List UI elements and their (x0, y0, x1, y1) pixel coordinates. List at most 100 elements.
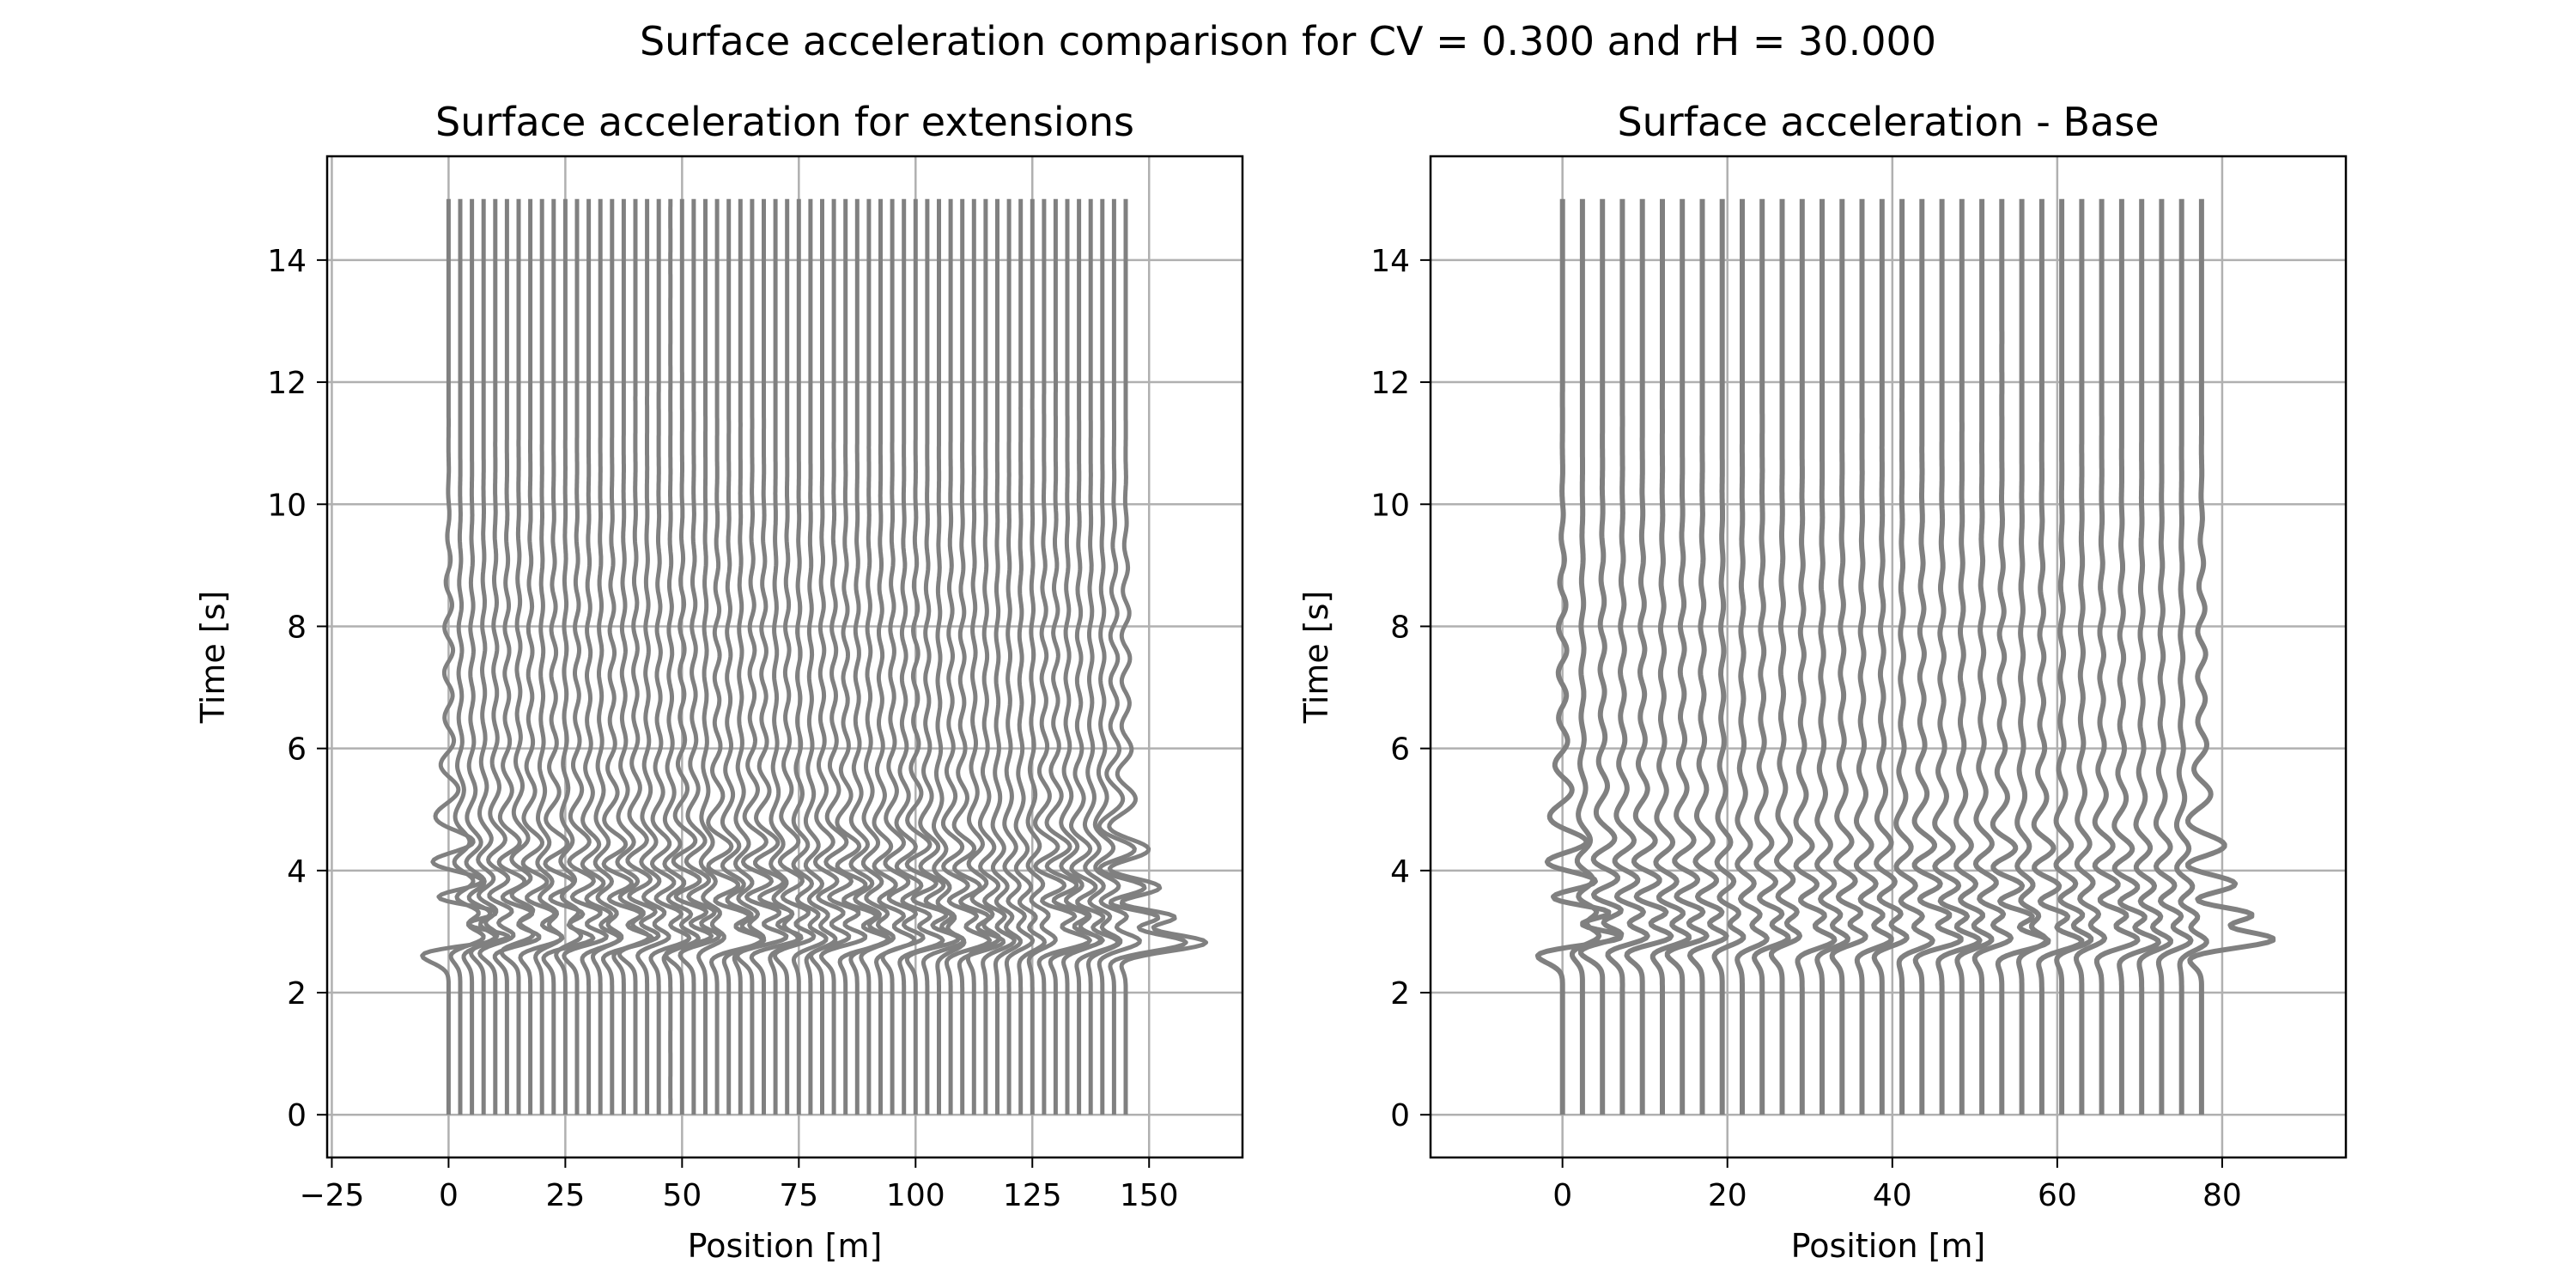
trace-line (1664, 198, 1710, 1115)
x-tick-label: 100 (886, 1178, 945, 1213)
x-axis-label: Position [m] (1791, 1227, 1986, 1265)
trace-line (1082, 198, 1123, 1115)
y-tick-label: 4 (1390, 854, 1410, 890)
x-axis-label: Position [m] (688, 1227, 883, 1265)
trace-line (859, 198, 896, 1115)
trace-line (2014, 198, 2050, 1115)
trace-line (635, 198, 671, 1115)
trace-line (1971, 198, 2014, 1115)
trace-line (696, 198, 726, 1115)
x-tick-label: 60 (2038, 1178, 2077, 1213)
y-tick-label: 0 (1390, 1098, 1410, 1133)
trace-line (803, 198, 838, 1115)
trace-line (932, 198, 967, 1115)
y-tick-label: 10 (1370, 488, 1410, 523)
trace-line (461, 198, 498, 1115)
right-subplot: 0 20 40 60 80 0 2 4 6 8 10 12 14 Surface acceleration… (1297, 99, 2348, 1265)
trace-line (749, 198, 804, 1115)
y-tick-label: 6 (1390, 732, 1410, 768)
trace-line (499, 198, 536, 1115)
trace-line (1829, 198, 1868, 1115)
y-tick-label: 8 (1390, 610, 1410, 645)
y-tick-label: 4 (287, 854, 307, 890)
trace-line (2092, 198, 2141, 1115)
trace-line (1107, 198, 1209, 1115)
trace-line (904, 198, 961, 1115)
y-tick-label: 2 (287, 976, 307, 1012)
trace-line (2185, 198, 2276, 1115)
trace-line (735, 198, 789, 1115)
trace-line (894, 198, 945, 1115)
trace-line (1605, 198, 1650, 1115)
x-tick-label: 50 (662, 1178, 702, 1213)
trace-line (706, 198, 767, 1115)
trace-line (1814, 198, 1850, 1115)
trace-line (677, 198, 721, 1115)
trace-line (2074, 198, 2108, 1115)
x-tick-label: 0 (1552, 1178, 1572, 1213)
trace-line (1097, 198, 1188, 1115)
subplot-title: Surface acceleration for extensions (435, 99, 1134, 145)
trace-line (1002, 198, 1036, 1115)
trace-line (835, 198, 892, 1115)
trace-line (848, 198, 891, 1115)
trace-line (648, 198, 692, 1115)
trace-line (1059, 198, 1103, 1115)
trace-line (965, 198, 1002, 1115)
trace-line (1687, 198, 1729, 1115)
y-tick-label: 10 (267, 488, 307, 523)
trace-line (518, 198, 565, 1115)
trace-line (611, 198, 652, 1115)
trace-line (1570, 198, 1602, 1115)
trace-line (1793, 198, 1838, 1115)
y-tick-label: 12 (1370, 366, 1410, 401)
trace-line (1092, 198, 1142, 1115)
trace-line (819, 198, 868, 1115)
trace-line (591, 198, 624, 1115)
y-tick-label: 14 (267, 244, 307, 279)
x-tick-label: −25 (299, 1178, 364, 1213)
trace-line (2133, 198, 2173, 1115)
x-tick-label: 75 (779, 1178, 818, 1213)
trace-line (1990, 198, 2051, 1115)
traces (1534, 198, 2276, 1115)
trace-line (940, 198, 993, 1115)
trace-line (772, 198, 817, 1115)
trace-line (580, 198, 622, 1115)
y-tick-label: 6 (287, 732, 307, 768)
trace-line (562, 198, 609, 1115)
trace-line (977, 198, 1017, 1115)
y-tick-label: 0 (287, 1098, 307, 1133)
trace-line (2053, 198, 2094, 1115)
x-tick-label: 80 (2202, 1178, 2242, 1213)
trace-line (1578, 198, 1625, 1115)
axes-frame (1429, 155, 2348, 1159)
trace-line (2031, 198, 2085, 1115)
trace-line (732, 198, 767, 1115)
x-tick-label: 40 (1873, 1178, 1912, 1213)
trace-line (1853, 198, 1894, 1115)
trace-line (477, 198, 516, 1115)
axes-frame (325, 155, 1244, 1159)
trace-line (2111, 198, 2161, 1115)
figure-suptitle: Surface acceleration comparison for CV =… (640, 18, 1936, 64)
trace-line (1711, 198, 1747, 1115)
trace-line (880, 198, 926, 1115)
trace-line (1033, 198, 1092, 1115)
y-tick-label: 2 (1390, 976, 1410, 1012)
trace-line (1013, 198, 1047, 1115)
x-tick-label: 25 (545, 1178, 585, 1213)
trace-line (420, 198, 511, 1115)
trace-line (1752, 198, 1791, 1115)
trace-line (448, 198, 486, 1115)
trace-line (2173, 198, 2209, 1115)
x-tick-label: 150 (1120, 1178, 1179, 1213)
y-axis-label: Time [s] (1297, 591, 1335, 725)
trace-line (1735, 198, 1770, 1115)
trace-line (601, 198, 655, 1115)
subplot-title: Surface acceleration - Base (1617, 99, 2159, 145)
trace-line (1649, 198, 1692, 1115)
trace-line (720, 198, 764, 1115)
trace-line (872, 198, 917, 1115)
